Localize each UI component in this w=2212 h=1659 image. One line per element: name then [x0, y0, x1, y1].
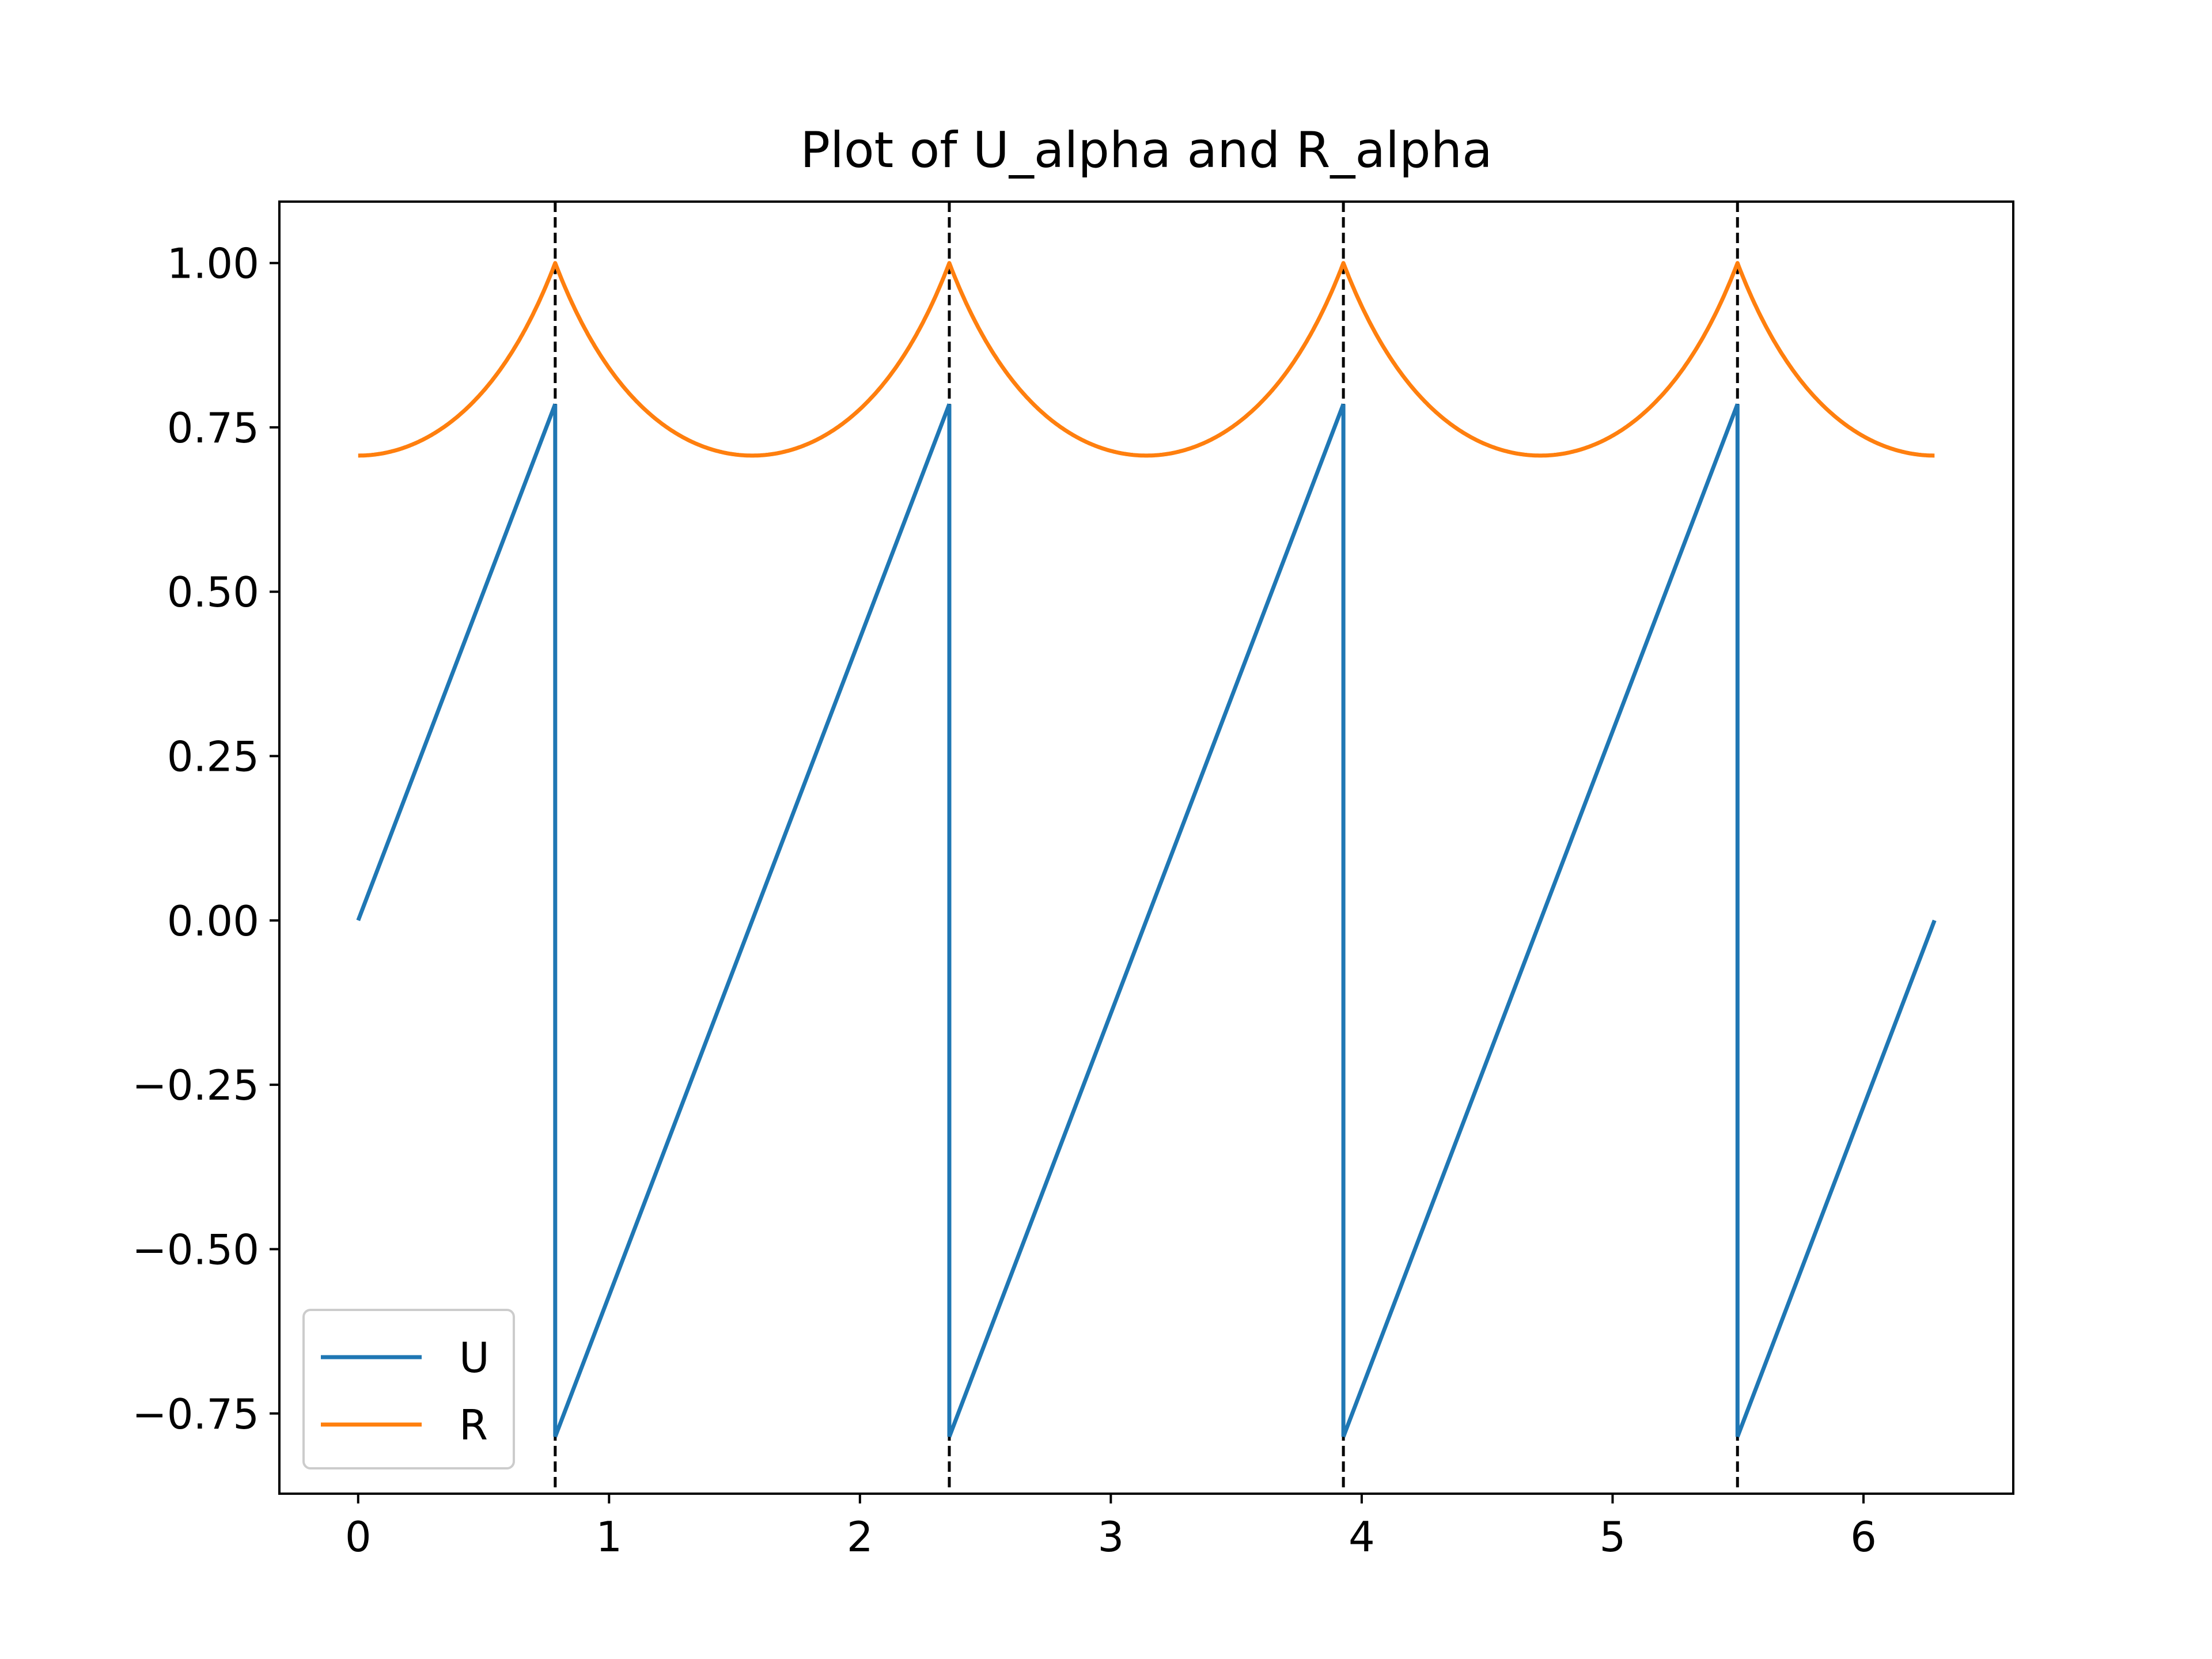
x-tick-label: 1: [596, 1513, 622, 1561]
x-tick-label: 4: [1349, 1513, 1375, 1561]
x-tick-label: 3: [1097, 1513, 1124, 1561]
x-tick-label: 5: [1600, 1513, 1626, 1561]
plot-area: [356, 202, 1937, 1494]
x-tick-label: 2: [847, 1513, 873, 1561]
x-axis: 0 1 2 3 4 5 6: [345, 1494, 1877, 1561]
y-tick-label: 0.50: [167, 568, 259, 616]
chart-title: Plot of U_alpha and R_alpha: [800, 122, 1493, 179]
y-tick-label: 0.75: [167, 404, 259, 452]
legend-box: [302, 1309, 515, 1469]
series-line-R: [357, 261, 1936, 458]
legend-label-R: R: [459, 1401, 488, 1449]
y-tick-label: 0.25: [167, 733, 259, 781]
x-tick-label: 0: [345, 1513, 372, 1561]
x-tick-label: 6: [1850, 1513, 1877, 1561]
y-tick-label: −0.75: [132, 1390, 259, 1438]
y-tick-label: 1.00: [167, 240, 259, 288]
legend-label-U: U: [459, 1334, 490, 1382]
legend: UR: [302, 1309, 515, 1469]
axes-frame: [278, 200, 2014, 1495]
series-line-U: [356, 403, 1937, 1438]
series-layer: [356, 261, 1937, 1438]
y-tick-label: 0.00: [167, 897, 259, 945]
y-tick-label: −0.50: [132, 1225, 259, 1274]
y-axis: 1.00 0.75 0.50 0.25 0.00 −0.25 −0.50 −0.75: [132, 240, 279, 1438]
y-tick-label: −0.25: [132, 1061, 259, 1109]
